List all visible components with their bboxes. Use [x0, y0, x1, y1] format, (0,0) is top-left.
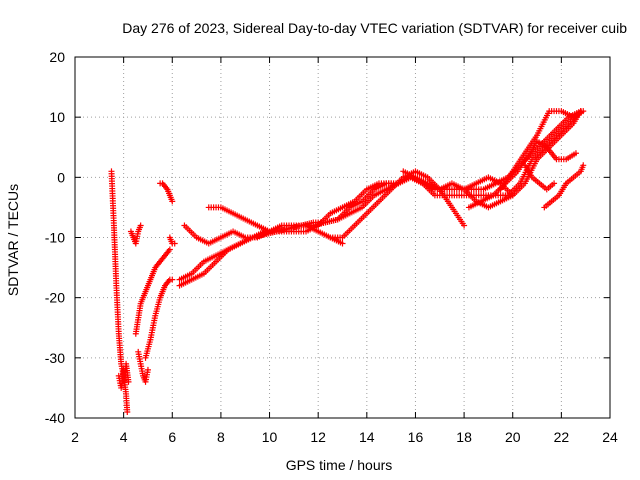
x-axis-label: GPS time / hours — [286, 457, 393, 473]
x-tick-label: 14 — [359, 429, 375, 445]
x-tick-label: 18 — [456, 429, 472, 445]
y-axis-label: SDTVAR / TECUs — [5, 184, 21, 296]
series-track-c — [127, 222, 144, 247]
data-point — [137, 222, 144, 229]
x-tick-label: 12 — [310, 429, 326, 445]
x-tick-label: 22 — [554, 429, 570, 445]
series-track-e — [135, 348, 151, 385]
x-tick-label: 2 — [71, 429, 79, 445]
series-track-k — [181, 222, 346, 247]
x-tick-label: 24 — [602, 429, 618, 445]
x-tick-label: 4 — [120, 429, 128, 445]
data-points — [108, 108, 587, 415]
series-track-l — [205, 180, 395, 235]
series-track-s — [541, 162, 587, 211]
series-track-b — [115, 360, 132, 391]
data-point — [388, 180, 395, 187]
data-point — [169, 198, 176, 205]
data-point — [171, 240, 178, 247]
data-point — [461, 222, 468, 229]
y-tick-label: -40 — [45, 410, 65, 426]
data-point — [580, 108, 587, 115]
data-point — [580, 162, 587, 169]
y-tick-label: 20 — [49, 49, 65, 65]
data-point — [144, 366, 151, 373]
y-tick-label: 0 — [57, 169, 65, 185]
y-tick-label: 10 — [49, 109, 65, 125]
data-point — [551, 180, 558, 187]
data-point — [124, 408, 131, 415]
data-point — [339, 240, 346, 247]
x-tick-label: 8 — [217, 429, 225, 445]
grid — [75, 57, 610, 418]
data-point — [169, 276, 176, 283]
data-point — [125, 378, 132, 385]
data-point — [166, 246, 173, 253]
x-tick-label: 6 — [168, 429, 176, 445]
data-point — [572, 150, 579, 157]
series-track-g — [157, 180, 176, 205]
series-track-d — [132, 246, 173, 337]
series-track-h — [166, 234, 178, 247]
series-track-f — [142, 276, 176, 361]
series-track-p — [465, 138, 579, 211]
x-tick-label: 16 — [408, 429, 424, 445]
series-track-q — [497, 108, 587, 193]
chart-title: Day 276 of 2023, Sidereal Day-to-day VTE… — [122, 20, 627, 36]
series-track-r — [521, 162, 558, 193]
x-tick-label: 20 — [505, 429, 521, 445]
x-tick-label: 10 — [262, 429, 278, 445]
y-tick-label: -20 — [45, 290, 65, 306]
y-tick-label: -10 — [45, 230, 65, 246]
series-track-i — [176, 108, 584, 283]
y-tick-label: -30 — [45, 350, 65, 366]
